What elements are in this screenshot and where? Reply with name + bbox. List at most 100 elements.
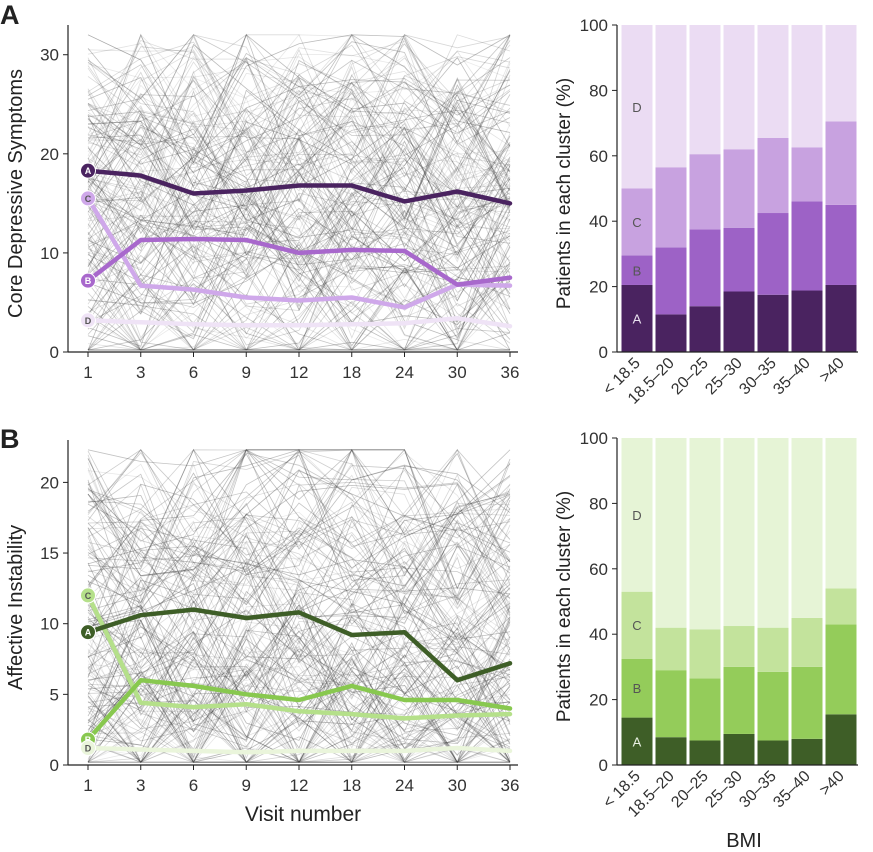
trajectory-line: [87, 79, 511, 193]
trajectory-line: [87, 215, 511, 343]
bar-segment-d: [825, 25, 857, 122]
x-tick-label: 3: [136, 776, 145, 795]
trajectory-line: [87, 695, 511, 763]
trajectory-line: [87, 87, 511, 241]
y-axis-title: Patients in each cluster (%): [554, 491, 575, 722]
trajectory-line: [87, 449, 511, 604]
trajectory-line: [87, 467, 511, 593]
trajectory-line: [87, 78, 511, 205]
trajectory-line: [87, 624, 511, 763]
trajectory-line: [87, 110, 511, 280]
trajectory-line: [87, 636, 511, 763]
bar-segment-d: [825, 438, 857, 589]
trajectory-line: [87, 593, 511, 764]
bar-segment-b: [655, 247, 687, 315]
trajectory-line: [87, 590, 511, 745]
trajectory-line: [87, 34, 511, 172]
trajectory-line: [87, 602, 511, 764]
trajectory-line: [87, 174, 511, 329]
trajectory-line: [87, 249, 511, 351]
trajectory-line: [87, 183, 511, 305]
trajectory-line: [87, 77, 511, 228]
trajectory-line: [87, 494, 511, 659]
y-tick-label: 10: [40, 615, 59, 634]
trajectory-line: [87, 679, 511, 763]
trajectory-line: [87, 127, 511, 298]
trajectory-line: [87, 600, 511, 749]
trajectory-line: [87, 178, 511, 299]
series-marker-label: D: [85, 316, 92, 326]
trajectory-line: [87, 67, 511, 204]
series-marker-label: A: [85, 628, 92, 638]
x-tick-label: 30–35: [736, 355, 780, 399]
trajectory-line: [87, 86, 511, 243]
segment-label: B: [633, 681, 642, 696]
bar-segment-b: [791, 666, 823, 739]
bar-segment-c: [791, 147, 823, 202]
trajectory-line: [87, 449, 511, 608]
trajectory-line: [87, 177, 511, 314]
x-tick-label: 36: [501, 363, 520, 382]
trajectory-line: [87, 484, 511, 639]
trajectory-line: [87, 114, 511, 269]
trajectory-line: [87, 223, 511, 350]
y-tick-label: 20: [589, 278, 608, 297]
trajectory-line: [87, 540, 511, 652]
x-tick-label: 36: [501, 776, 520, 795]
y-tick-label: 40: [589, 212, 608, 231]
trajectory-line: [87, 674, 511, 763]
bar-segment-d: [689, 25, 721, 155]
trajectory-line: [87, 513, 511, 608]
trajectory-line: [87, 40, 511, 202]
trajectory-line: [87, 660, 511, 763]
trajectory-line: [87, 34, 511, 169]
trajectory-line: [87, 526, 511, 664]
series-marker-label: B: [85, 276, 92, 286]
trajectory-line: [87, 64, 511, 221]
series-line-c: [85, 593, 513, 721]
x-axis-title: Visit number: [245, 803, 361, 826]
trajectory-line: [87, 500, 511, 616]
trajectory-line: [87, 509, 511, 655]
trajectory-line: [87, 508, 511, 641]
trajectory-line: [87, 157, 511, 328]
y-tick-label: 0: [599, 343, 608, 362]
trajectory-line: [87, 243, 511, 351]
trajectory-line: [87, 240, 511, 351]
trajectory-line: [87, 133, 511, 238]
trajectory-line: [87, 90, 511, 257]
trajectory-line: [87, 656, 510, 763]
bar-segment-a: [723, 733, 755, 765]
bar-segment-c: [655, 167, 687, 248]
trajectory-line: [87, 199, 511, 310]
trajectory-line: [87, 631, 511, 763]
trajectory-line: [87, 95, 511, 263]
bar-segment-a: [621, 717, 653, 765]
trajectory-line: [87, 50, 511, 227]
trajectory-line: [87, 519, 511, 678]
trajectory-line: [87, 34, 511, 203]
x-tick-label: 30: [448, 776, 467, 795]
x-tick-label: 18: [342, 363, 361, 382]
bar-segment-d: [791, 25, 823, 148]
trajectory-line: [87, 483, 511, 576]
trajectory-line: [87, 598, 511, 719]
bar-segment-c: [757, 137, 789, 214]
trajectory-line: [87, 279, 511, 351]
bar-segment-b: [825, 204, 857, 285]
trajectory-line: [87, 37, 511, 193]
trajectory-line: [87, 449, 511, 599]
trajectory-line: [87, 448, 511, 610]
trajectory-line: [87, 190, 511, 350]
trajectory-line: [87, 449, 511, 574]
trajectory-line: [87, 452, 511, 573]
trajectory-line: [87, 513, 511, 643]
trajectory-line: [87, 67, 511, 218]
background-trajectories: [87, 448, 511, 764]
trajectory-line: [87, 172, 511, 324]
trajectory-line: [87, 483, 511, 644]
trajectory-line: [87, 552, 511, 696]
trajectory-line: [87, 658, 511, 763]
bar-segment-c: [791, 617, 823, 667]
